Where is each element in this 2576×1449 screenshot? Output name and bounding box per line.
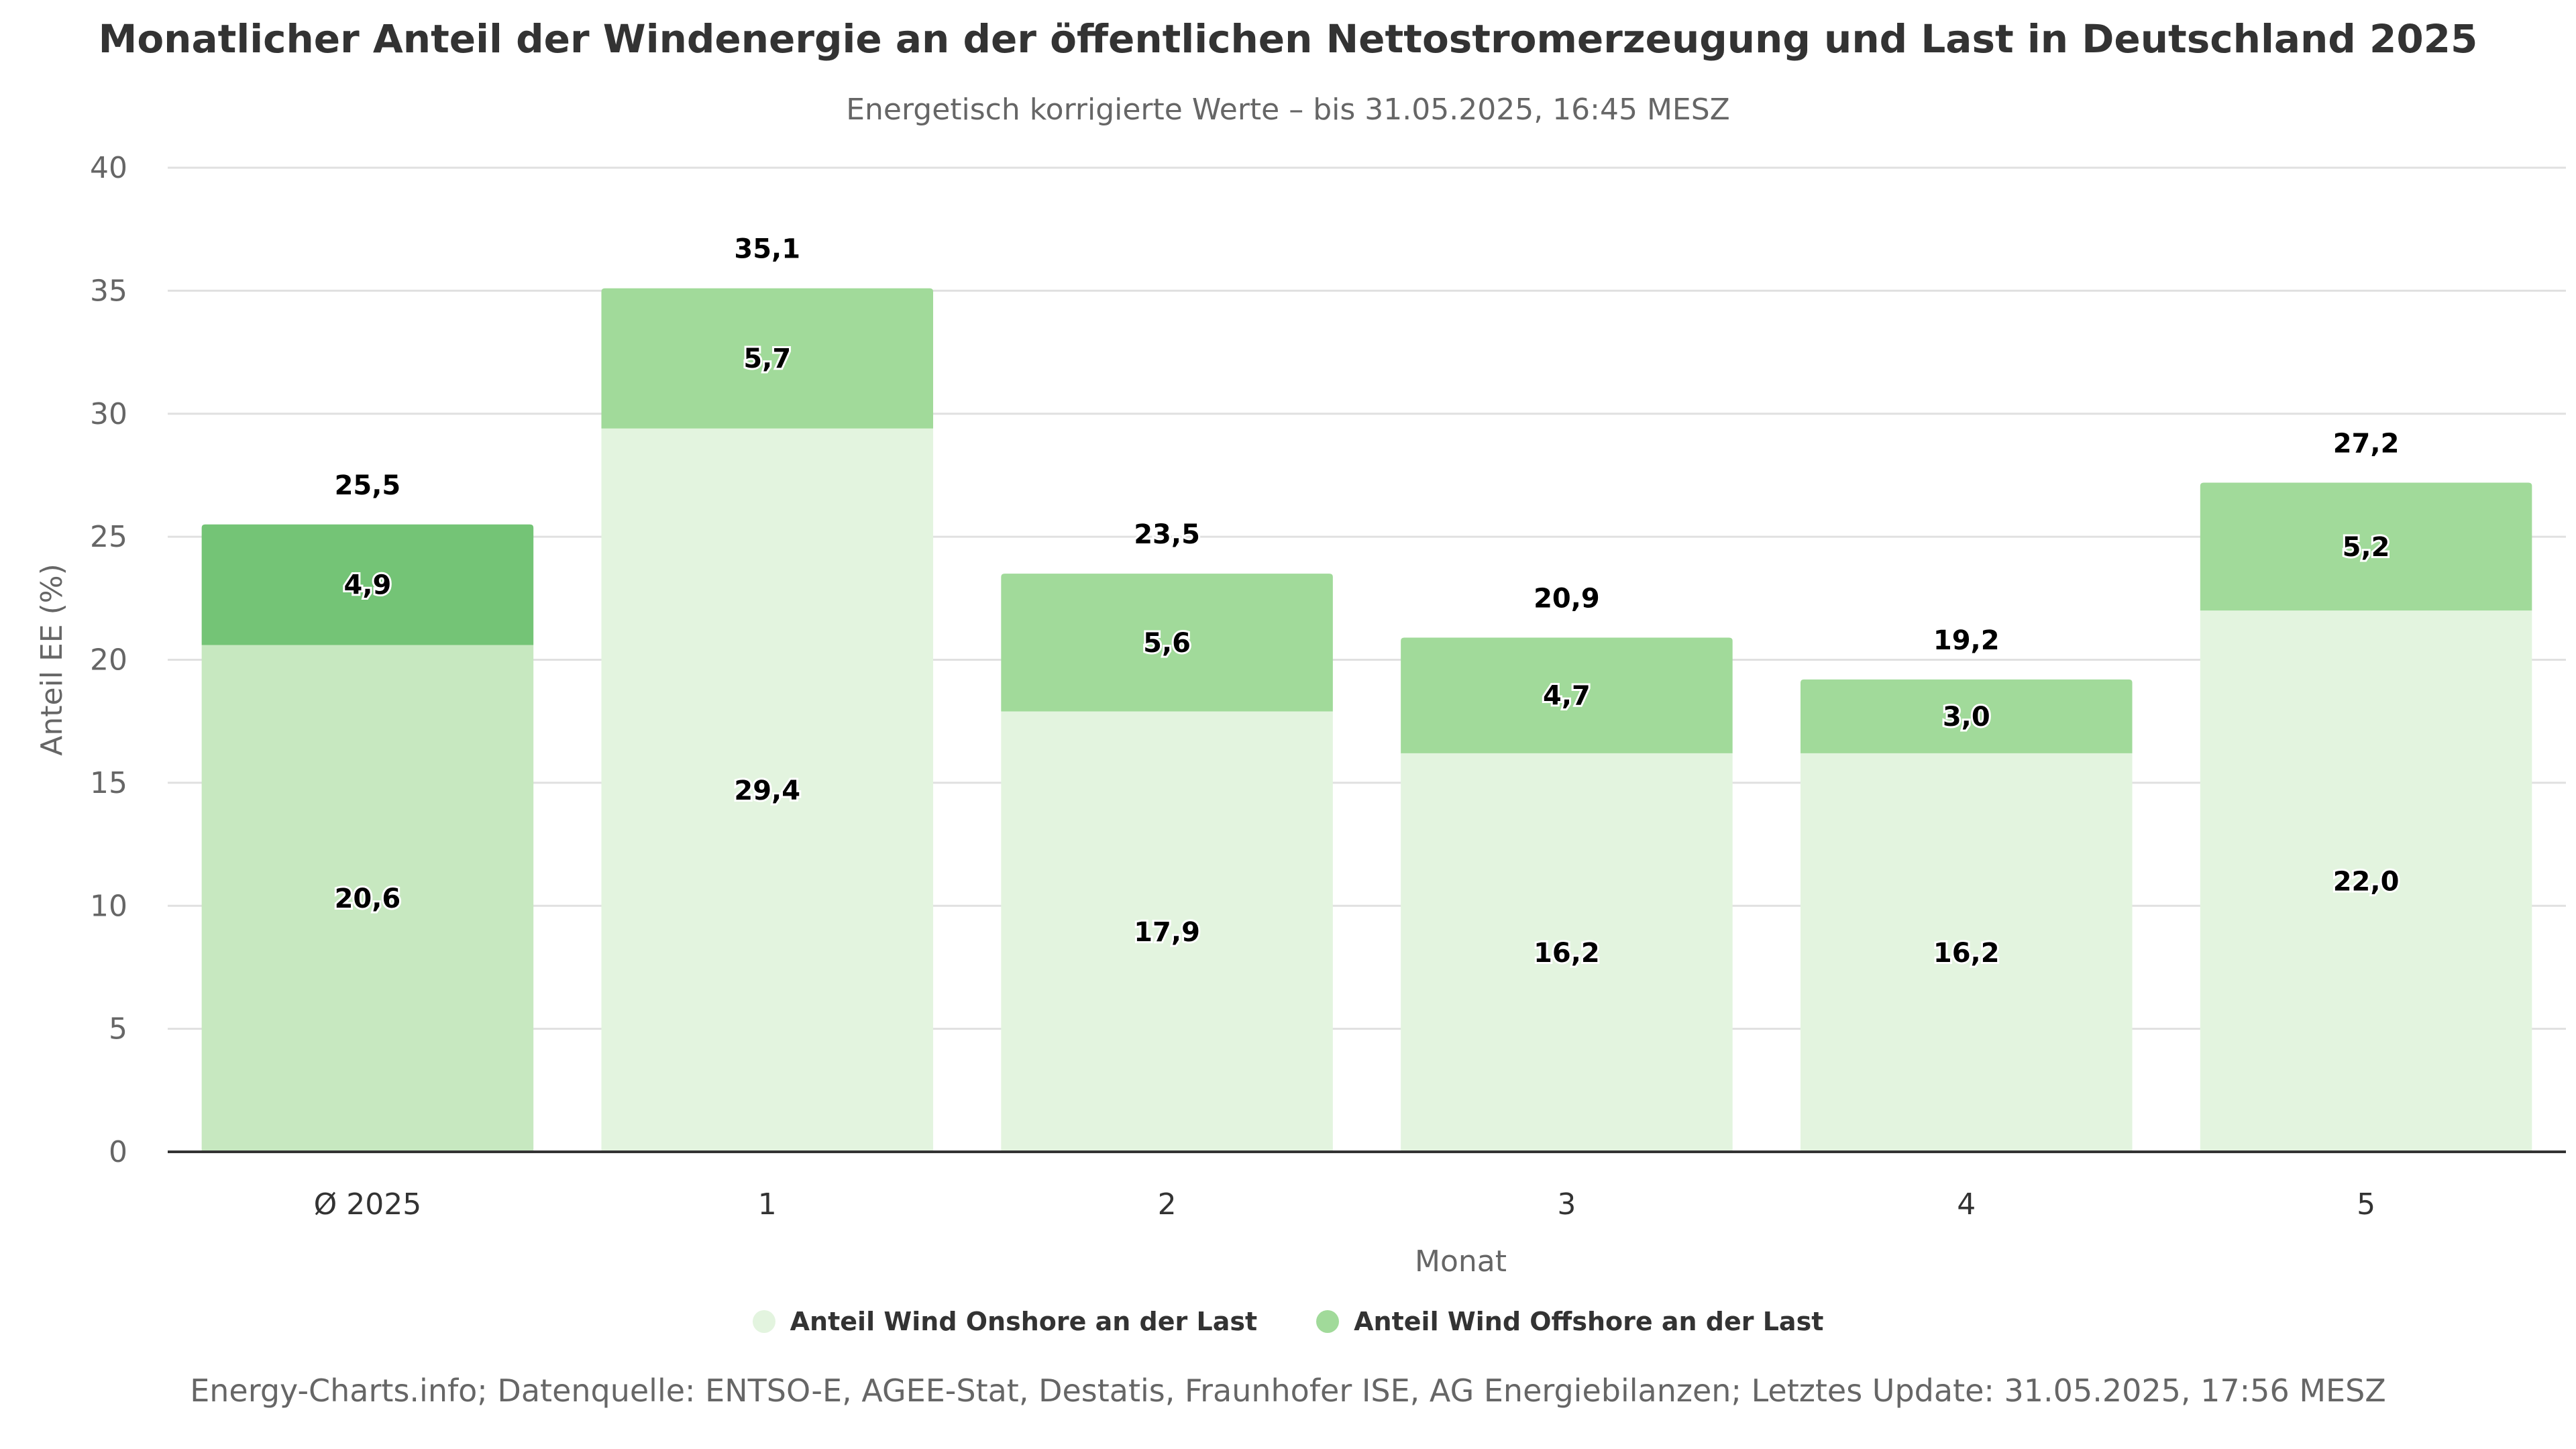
bar-offshore [201, 524, 534, 645]
chart-legend: Anteil Wind Onshore an der Last Anteil W… [0, 1307, 2576, 1336]
data-label-offshore: 4,7 [1543, 681, 1591, 712]
data-label-onshore: 16,2 [1534, 938, 1600, 969]
legend-dot-offshore [1316, 1310, 1340, 1333]
y-tick-label: 15 [90, 766, 127, 800]
data-label-onshore: 16,2 [1933, 938, 2000, 969]
legend-label-offshore: Anteil Wind Offshore an der Last [1354, 1307, 1824, 1336]
legend-item-offshore[interactable]: Anteil Wind Offshore an der Last [1316, 1307, 1823, 1336]
x-tick-label: 3 [1557, 1187, 1576, 1222]
data-label-offshore: 5,6 [1143, 628, 1191, 659]
bar-offshore [1001, 574, 1333, 712]
x-tick-label: 1 [758, 1187, 777, 1222]
y-tick-label: 0 [109, 1135, 127, 1169]
y-axis-label: Anteil EE (%) [35, 564, 69, 755]
data-label-total: 25,5 [335, 470, 401, 501]
bar-offshore [1800, 679, 2133, 753]
data-label-offshore: 3,0 [1943, 702, 1990, 733]
data-label-offshore: 5,7 [743, 343, 791, 374]
data-label-onshore: 17,9 [1134, 917, 1200, 948]
bar-onshore [1401, 753, 1733, 1152]
bar-offshore [1401, 637, 1733, 753]
x-tick-label: 4 [1957, 1187, 1976, 1222]
data-label-total: 27,2 [2333, 428, 2400, 459]
data-label-onshore: 29,4 [734, 775, 800, 806]
x-tick-label: Ø 2025 [314, 1187, 422, 1222]
bar-onshore [2200, 610, 2532, 1152]
bar-offshore [2200, 482, 2532, 611]
source-note: Energy-Charts.info; Datenquelle: ENTSO-E… [190, 1373, 2386, 1409]
data-label-total: 20,9 [1534, 583, 1600, 614]
x-tick-label: 5 [2357, 1187, 2375, 1222]
y-tick-label: 20 [90, 643, 127, 678]
data-label-total: 35,1 [734, 234, 800, 265]
y-tick-label: 10 [90, 889, 127, 923]
chart-title: Monatlicher Anteil der Windenergie an de… [98, 16, 2478, 62]
data-label-onshore: 22,0 [2333, 867, 2400, 898]
bar-offshore [601, 288, 934, 429]
y-tick-label: 25 [90, 520, 127, 554]
y-tick-label: 5 [109, 1012, 127, 1046]
data-label-total: 19,2 [1933, 625, 2000, 656]
data-label-offshore: 5,2 [2343, 532, 2390, 563]
y-tick-label: 30 [90, 397, 127, 431]
y-tick-label: 40 [90, 151, 127, 185]
bar-onshore [1800, 753, 2133, 1152]
chart-subtitle: Energetisch korrigierte Werte – bis 31.0… [846, 93, 1730, 127]
data-label-onshore: 20,6 [335, 883, 401, 914]
bar-onshore [601, 428, 934, 1152]
y-tick-label: 35 [90, 274, 127, 308]
data-label-total: 23,5 [1134, 519, 1200, 550]
bar-onshore [1001, 711, 1333, 1152]
x-tick-label: 2 [1158, 1187, 1177, 1222]
data-label-offshore: 4,9 [343, 570, 391, 601]
legend-dot-onshore [752, 1310, 775, 1333]
legend-item-onshore[interactable]: Anteil Wind Onshore an der Last [752, 1307, 1258, 1336]
legend-label-onshore: Anteil Wind Onshore an der Last [790, 1307, 1258, 1336]
bar-onshore [201, 645, 534, 1152]
x-axis-label: Monat [1415, 1244, 1507, 1279]
